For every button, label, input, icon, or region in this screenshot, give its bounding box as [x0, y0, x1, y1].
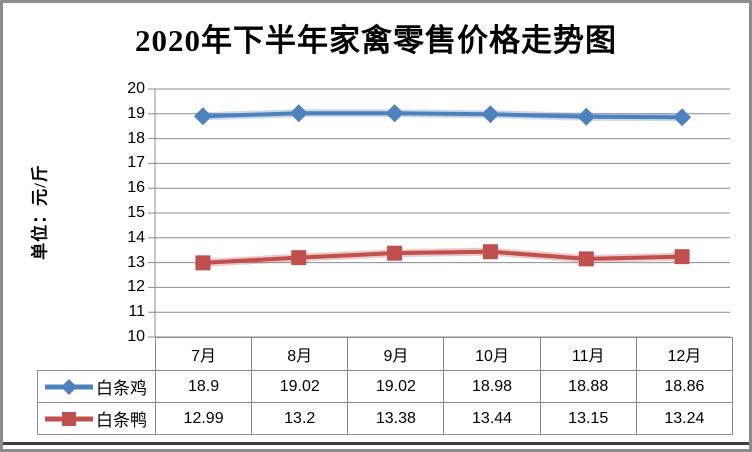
- legend-symbol-square: [45, 411, 93, 426]
- y-tick-label: 11: [128, 303, 145, 321]
- series-marker-diamond: [481, 105, 500, 124]
- legend-cell: 白条鸭: [37, 402, 156, 435]
- frame-bottom-edge: [3, 442, 749, 445]
- table-value-cell: 13.38: [347, 402, 445, 435]
- series-marker-square: [387, 245, 403, 261]
- table-month-cell: 9月: [347, 337, 445, 371]
- series-marker-diamond: [577, 107, 596, 126]
- table-value-cell: 13.2: [251, 402, 349, 435]
- table-series-row: 白条鸭 12.99 13.2 13.38 13.44 13.15 13.24: [37, 402, 734, 435]
- table-value-cell: 12.99: [154, 402, 253, 435]
- chart-title: 2020年下半年家禽零售价格走势图: [135, 23, 617, 58]
- table-value-cell: 19.02: [347, 370, 445, 403]
- table-month-cell: 7月: [154, 337, 253, 371]
- y-tick-label: 18: [127, 129, 145, 147]
- series-line: [202, 249, 683, 265]
- series-marker-diamond: [673, 108, 692, 127]
- chart-data-table: 7月 8月 9月 10月 11月 12月 白条鸡 18.9 19.02 19.02 18.98 18.…: [37, 337, 734, 435]
- legend-marker-square: [62, 411, 76, 426]
- table-corner-cell: [38, 338, 156, 371]
- y-tick-label: 16: [127, 179, 145, 197]
- table-value-cell: 19.02: [251, 370, 349, 403]
- table-month-cell: 11月: [539, 337, 637, 371]
- series-marker-square: [482, 244, 498, 260]
- y-tick-label: 15: [127, 204, 145, 221]
- plot-area: [148, 88, 730, 338]
- series-marker-diamond: [193, 107, 212, 126]
- series-line: [202, 111, 683, 120]
- series-marker-square: [578, 251, 594, 267]
- series-marker-diamond: [385, 104, 404, 123]
- series-marker-square: [674, 249, 690, 265]
- y-tick-label: 10: [127, 328, 145, 345]
- legend-label: 白条鸡: [96, 379, 147, 398]
- y-tick-label: 19: [127, 104, 145, 122]
- y-tick-label: 12: [127, 278, 145, 296]
- y-tick-label: 14: [127, 228, 145, 246]
- legend-marker-diamond: [61, 378, 77, 395]
- legend-label: 白条鸭: [96, 411, 147, 430]
- series-marker-square: [195, 255, 211, 271]
- y-tick-label: 20: [127, 80, 145, 97]
- y-axis-title-text: 单位：元/斤: [30, 164, 50, 260]
- table-value-cell: 18.9: [154, 370, 253, 403]
- series-marker-square: [291, 250, 307, 266]
- y-tick-label: 17: [127, 154, 145, 172]
- y-tick-label: 13: [127, 253, 145, 271]
- legend-symbol-diamond: [45, 378, 93, 395]
- table-value-cell: 13.24: [635, 402, 734, 435]
- table-series-row: 白条鸡 18.9 19.02 19.02 18.98 18.88 18.86: [37, 370, 734, 403]
- legend-key: 白条鸡: [39, 374, 155, 399]
- table-value-cell: 13.15: [539, 402, 637, 435]
- table-value-cell: 13.44: [443, 402, 541, 435]
- table-month-cell: 12月: [635, 337, 734, 371]
- legend-cell: 白条鸡: [37, 370, 156, 403]
- table-value-cell: 18.88: [539, 370, 637, 403]
- table-header-row: 7月 8月 9月 10月 11月 12月: [38, 337, 734, 371]
- table-value-cell: 18.86: [635, 370, 734, 403]
- legend-key: 白条鸭: [39, 406, 155, 431]
- table-value-cell: 18.98: [443, 370, 541, 403]
- series-marker-diamond: [289, 104, 308, 123]
- table-month-cell: 8月: [251, 337, 349, 371]
- table-month-cell: 10月: [443, 337, 541, 371]
